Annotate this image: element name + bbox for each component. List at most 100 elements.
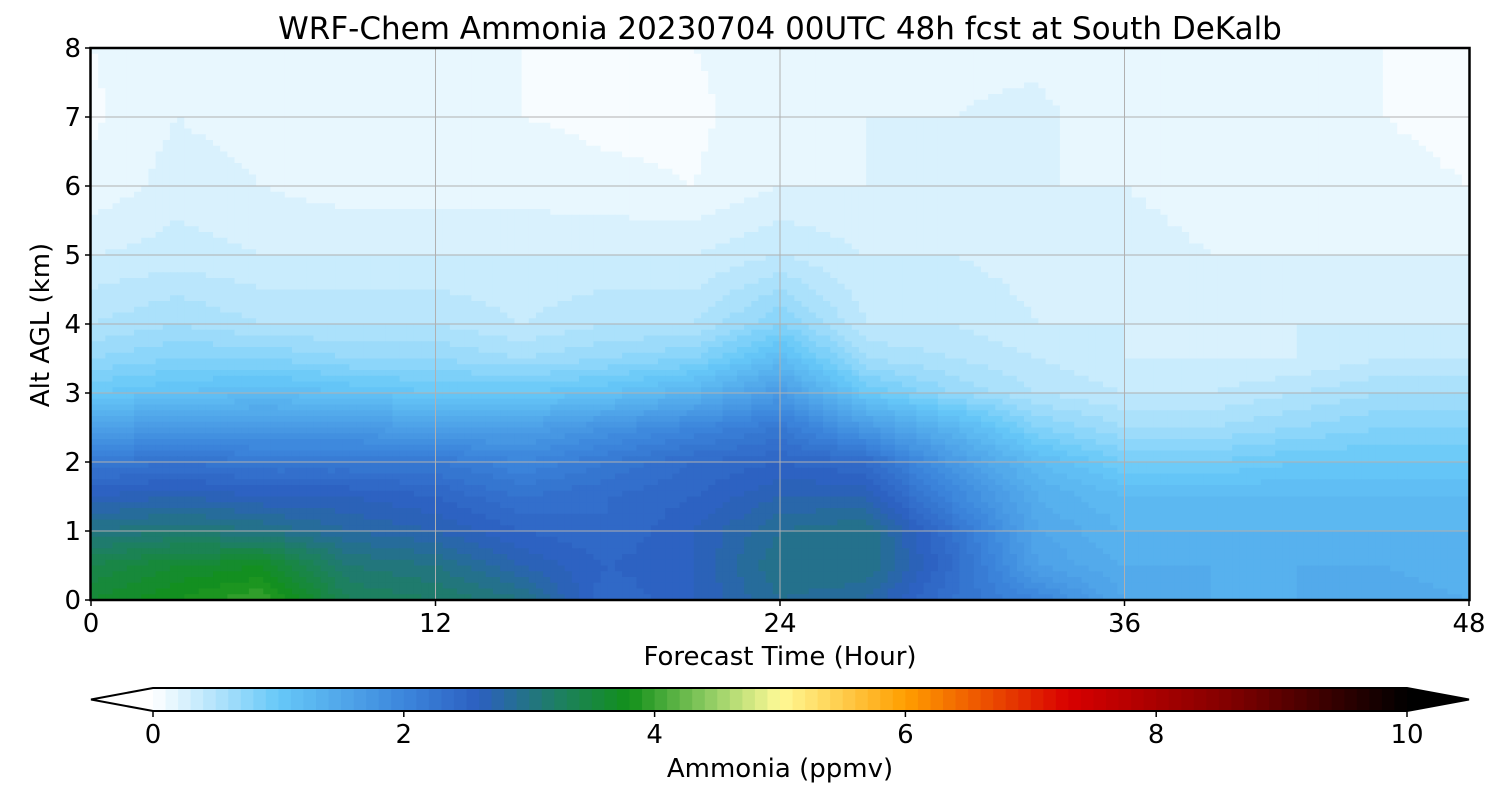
- heatmap-cell: [1181, 151, 1190, 158]
- heatmap-cell: [299, 111, 307, 118]
- heatmap-cell: [607, 117, 616, 124]
- heatmap-cell: [126, 71, 135, 78]
- heatmap-cell: [1203, 65, 1212, 72]
- heatmap-cell: [1375, 174, 1384, 181]
- heatmap-cell: [765, 134, 774, 141]
- heatmap-cell: [1167, 53, 1176, 61]
- heatmap-cell: [815, 117, 824, 124]
- heatmap-cell: [528, 157, 537, 164]
- heatmap-cell: [1346, 151, 1355, 158]
- heatmap-cell: [1095, 174, 1104, 181]
- heatmap-cell: [457, 122, 465, 130]
- heatmap-cell: [1174, 53, 1183, 61]
- heatmap-cell: [1052, 48, 1061, 55]
- heatmap-cell: [184, 180, 193, 187]
- heatmap-cell: [1016, 180, 1025, 187]
- heatmap-cell: [1397, 65, 1406, 72]
- heatmap-cell: [808, 145, 817, 153]
- heatmap-cell: [564, 157, 573, 164]
- heatmap-cell: [851, 191, 860, 199]
- heatmap-cell: [1189, 105, 1197, 112]
- heatmap-cell: [155, 48, 164, 55]
- heatmap-cell: [1339, 59, 1348, 66]
- heatmap-cell: [902, 174, 910, 181]
- heatmap-cell: [1303, 157, 1312, 164]
- heatmap-cell: [500, 88, 508, 95]
- heatmap-cell: [1002, 105, 1011, 112]
- heatmap-cell: [945, 145, 953, 153]
- heatmap-cell: [909, 48, 917, 55]
- heatmap-cell: [263, 99, 272, 107]
- heatmap-cell: [521, 134, 530, 141]
- heatmap-cell: [916, 59, 925, 66]
- heatmap-cell: [1045, 71, 1054, 78]
- heatmap-cell: [126, 111, 135, 118]
- heatmap-cell: [320, 174, 329, 181]
- heatmap-cell: [1110, 157, 1118, 164]
- heatmap-cell: [492, 111, 501, 118]
- heatmap-cell: [980, 191, 989, 199]
- heatmap-cell: [134, 99, 142, 107]
- heatmap-cell: [1260, 82, 1269, 89]
- heatmap-cell: [141, 174, 150, 181]
- heatmap-cell: [973, 53, 982, 61]
- heatmap-cell: [622, 168, 630, 176]
- heatmap-cell: [858, 99, 867, 107]
- heatmap-cell: [657, 53, 666, 61]
- heatmap-cell: [177, 128, 185, 135]
- heatmap-cell: [1124, 99, 1133, 107]
- heatmap-cell: [657, 71, 666, 78]
- heatmap-cell: [213, 122, 221, 130]
- heatmap-cell: [1174, 145, 1183, 153]
- heatmap-cell: [485, 48, 494, 55]
- heatmap-cell: [923, 191, 932, 199]
- heatmap-cell: [449, 82, 458, 89]
- heatmap-cell: [227, 186, 236, 193]
- heatmap-cell: [1346, 191, 1355, 199]
- heatmap-cell: [248, 157, 257, 164]
- heatmap-cell: [736, 163, 745, 170]
- heatmap-cell: [528, 145, 537, 153]
- heatmap-cell: [880, 99, 889, 107]
- heatmap-cell: [1425, 53, 1434, 61]
- heatmap-cell: [191, 94, 200, 101]
- heatmap-cell: [342, 117, 350, 124]
- heatmap-cell: [299, 163, 307, 170]
- heatmap-cell: [349, 105, 358, 112]
- heatmap-cell: [550, 71, 559, 78]
- heatmap-cell: [241, 117, 250, 124]
- heatmap-cell: [335, 59, 343, 66]
- heatmap-cell: [909, 59, 917, 66]
- heatmap-cell: [126, 151, 135, 158]
- heatmap-cell: [693, 128, 702, 135]
- heatmap-cell: [614, 117, 623, 124]
- heatmap-cell: [844, 105, 853, 112]
- heatmap-cell: [134, 168, 142, 176]
- heatmap-cell: [1067, 163, 1075, 170]
- heatmap-cell: [1282, 174, 1291, 181]
- heatmap-cell: [528, 111, 537, 118]
- heatmap-cell: [356, 128, 365, 135]
- heatmap-cell: [1009, 65, 1018, 72]
- heatmap-cell: [1361, 128, 1370, 135]
- heatmap-cell: [1203, 94, 1212, 101]
- heatmap-cell: [234, 99, 243, 107]
- heatmap-cell: [650, 59, 659, 66]
- heatmap-cell: [1045, 53, 1054, 61]
- heatmap-cell: [291, 168, 300, 176]
- heatmap-cell: [1203, 48, 1212, 55]
- heatmap-cell: [1440, 111, 1449, 118]
- heatmap-cell: [571, 71, 580, 78]
- heatmap-cell: [995, 88, 1004, 95]
- heatmap-cell: [191, 117, 200, 124]
- heatmap-cell: [787, 59, 795, 66]
- heatmap-cell: [234, 111, 243, 118]
- heatmap-cell: [686, 76, 695, 84]
- heatmap-cell: [335, 94, 343, 101]
- heatmap-cell: [657, 48, 666, 55]
- heatmap-cell: [1146, 48, 1154, 55]
- heatmap-cell: [715, 76, 724, 84]
- heatmap-cell: [772, 151, 781, 158]
- heatmap-cell: [815, 134, 824, 141]
- heatmap-cell: [449, 111, 458, 118]
